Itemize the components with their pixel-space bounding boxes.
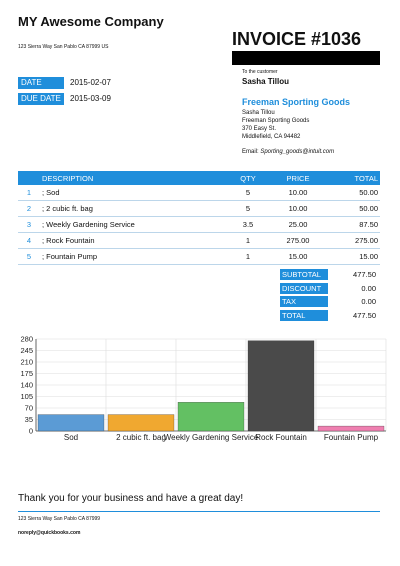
row-total: 50.00 (326, 185, 380, 201)
row-price: 10.00 (270, 185, 326, 201)
discount-value: 0.00 (361, 284, 376, 293)
row-total: 15.00 (326, 248, 380, 265)
row-qty: 1 (226, 232, 270, 249)
y-tick-label: 105 (20, 392, 33, 401)
y-tick-label: 175 (20, 369, 33, 378)
customer-address-line: Sasha Tillou (242, 110, 275, 116)
header-description: DESCRIPTION (40, 171, 226, 185)
customer-address-line: 370 Easy St. (242, 126, 277, 132)
row-description: ; Weekly Gardening Service (40, 216, 226, 233)
y-tick-label: 70 (25, 404, 33, 413)
table-row: 4 ; Rock Fountain 1 275.00 275.00 (18, 232, 380, 249)
customer-address-line: Middlefield, CA 94482 (242, 134, 301, 140)
header-qty: QTY (226, 171, 270, 185)
redaction-bar (232, 51, 380, 65)
subtotal-value: 477.50 (353, 270, 376, 279)
x-tick-label: Rock Fountain (255, 433, 307, 442)
customer-email: Email: Sporting_goods@intuit.com (242, 149, 334, 155)
bar (247, 340, 315, 432)
row-description: ; 2 cubic ft. bag (40, 200, 226, 217)
bar (317, 425, 385, 432)
bar (37, 414, 105, 432)
tax-label: TAX (280, 296, 328, 307)
y-tick-label: 0 (29, 427, 33, 436)
totals-bar-chart: 0 35 70 105 140 175 210 245 280 Sod 2 cubic ft. ba… (20, 335, 387, 442)
row-number: 1 (18, 185, 40, 201)
row-number: 3 (18, 216, 40, 233)
table-row: 3 ; Weekly Gardening Service 3.5 25.00 8… (18, 216, 380, 233)
invoice-title: INVOICE #1036 (232, 29, 362, 49)
row-number: 5 (18, 248, 40, 265)
row-description: ; Sod (40, 185, 226, 201)
x-tick-label: 2 cubic ft. bag (116, 433, 166, 442)
due-date-value: 2015-03-09 (70, 94, 111, 103)
row-qty: 5 (226, 185, 270, 201)
customer-name: Sasha Tillou (242, 77, 289, 86)
email-value[interactable]: Sporting_goods@intuit.com (260, 149, 335, 155)
row-qty: 5 (226, 200, 270, 217)
tax-value: 0.00 (361, 297, 376, 306)
date-label: DATE (18, 77, 64, 89)
row-qty: 1 (226, 248, 270, 265)
row-total: 275.00 (326, 232, 380, 249)
bar (177, 402, 245, 432)
table-row: 5 ; Fountain Pump 1 15.00 15.00 (18, 248, 380, 265)
y-tick-label: 35 (25, 415, 33, 424)
footer-email: noreply@quickbooks.com (18, 530, 81, 536)
company-name: MY Awesome Company (18, 14, 164, 29)
row-price: 275.00 (270, 232, 326, 249)
footer-address: 123 Sierra Way San Pablo CA 87999 (18, 516, 101, 522)
x-tick-label: Sod (64, 433, 78, 442)
header-num (18, 171, 40, 185)
to-customer-label: To the customer (242, 69, 278, 75)
row-total: 50.00 (326, 200, 380, 217)
row-price: 10.00 (270, 200, 326, 217)
row-price: 25.00 (270, 216, 326, 233)
total-value: 477.50 (353, 311, 376, 320)
total-label: TOTAL (280, 310, 328, 321)
row-price: 15.00 (270, 248, 326, 265)
header-price: PRICE (270, 171, 326, 185)
company-address: 123 Sierra Way San Pablo CA 87999 US (18, 44, 109, 50)
footer-divider (18, 511, 380, 512)
x-tick-label: Fountain Pump (324, 433, 379, 442)
y-tick-label: 210 (20, 358, 33, 367)
discount-label: DISCOUNT (280, 283, 328, 294)
subtotal-label: SUBTOTAL (280, 269, 328, 280)
customer-address-line: Freeman Sporting Goods (242, 118, 310, 124)
row-description: ; Rock Fountain (40, 232, 226, 249)
line-items-table: DESCRIPTION QTY PRICE TOTAL 1 ; Sod 5 10… (18, 171, 380, 265)
table-header-row: DESCRIPTION QTY PRICE TOTAL (18, 171, 380, 185)
due-date-label: DUE DATE (18, 93, 64, 105)
thank-you-message: Thank you for your business and have a g… (18, 493, 244, 504)
row-total: 87.50 (326, 216, 380, 233)
x-tick-label: Weekly Gardening Service (164, 433, 259, 442)
row-number: 2 (18, 200, 40, 217)
row-description: ; Fountain Pump (40, 248, 226, 265)
table-row: 1 ; Sod 5 10.00 50.00 (18, 185, 380, 201)
customer-company: Freeman Sporting Goods (242, 97, 351, 107)
y-tick-label: 245 (20, 346, 33, 355)
header-total: TOTAL (326, 171, 380, 185)
date-value: 2015-02-07 (70, 78, 111, 87)
y-tick-label: 140 (20, 381, 33, 390)
row-number: 4 (18, 232, 40, 249)
email-label: Email: (242, 149, 259, 155)
row-qty: 3.5 (226, 216, 270, 233)
bar (107, 414, 175, 432)
y-tick-label: 280 (20, 335, 33, 344)
table-row: 2 ; 2 cubic ft. bag 5 10.00 50.00 (18, 200, 380, 217)
